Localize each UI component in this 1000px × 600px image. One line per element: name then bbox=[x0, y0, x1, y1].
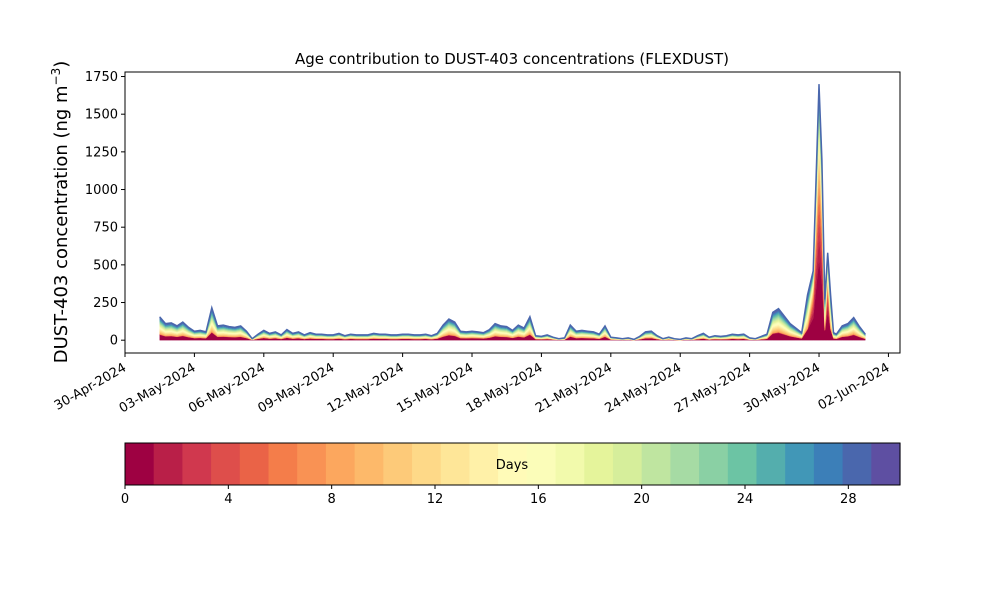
colorbar-tick-label: 24 bbox=[737, 492, 754, 507]
colorbar-tick-label: 20 bbox=[633, 492, 650, 507]
colorbar-cell bbox=[699, 443, 729, 485]
colorbar-cell bbox=[612, 443, 643, 485]
colorbar-cell bbox=[412, 443, 442, 485]
colorbar-cell bbox=[584, 443, 614, 485]
y-tick-label: 1250 bbox=[85, 145, 118, 160]
colorbar-tick-label: 8 bbox=[328, 492, 336, 507]
colorbar-cell bbox=[325, 443, 356, 485]
plot-area bbox=[124, 71, 901, 354]
colorbar-cell bbox=[211, 443, 241, 485]
y-tick-label: 750 bbox=[93, 221, 118, 236]
y-axis-label: DUST-403 concentration (ng m−3) bbox=[49, 61, 72, 364]
y-tick-label: 1500 bbox=[85, 108, 118, 123]
colorbar-cell bbox=[526, 443, 557, 485]
colorbar-cell bbox=[555, 443, 585, 485]
colorbar-tick-label: 4 bbox=[224, 492, 232, 507]
chart-title: Age contribution to DUST-403 concentrati… bbox=[295, 50, 729, 68]
colorbar: Days 0 4 8 12 16 20 24 28 bbox=[121, 442, 901, 507]
x-tick-label: 21-May-2024 bbox=[533, 360, 615, 416]
colorbar-cell bbox=[239, 443, 270, 485]
x-tick-label: 12-May-2024 bbox=[325, 360, 407, 416]
x-tick-label: 02-Jun-2024 bbox=[816, 360, 893, 413]
colorbar-cell bbox=[842, 443, 872, 485]
x-axis: 30-Apr-202403-May-202406-May-202409-May-… bbox=[52, 353, 893, 416]
colorbar-cell bbox=[383, 443, 413, 485]
colorbar-tick-label: 16 bbox=[530, 492, 547, 507]
colorbar-cell bbox=[813, 443, 844, 485]
colorbar-cell bbox=[871, 443, 901, 485]
colorbar-tick-label: 28 bbox=[840, 492, 857, 507]
colorbar-cell bbox=[297, 443, 327, 485]
colorbar-cells bbox=[125, 443, 901, 485]
colorbar-frame bbox=[124, 442, 901, 486]
colorbar-cell bbox=[670, 443, 700, 485]
x-tick-label: 27-May-2024 bbox=[672, 360, 754, 416]
x-tick-label: 30-May-2024 bbox=[741, 360, 823, 416]
age-layers bbox=[159, 84, 866, 341]
x-tick-label: 15-May-2024 bbox=[394, 360, 476, 416]
colorbar-cell bbox=[498, 443, 528, 485]
total-concentration-line bbox=[159, 84, 866, 341]
colorbar-cell bbox=[268, 443, 298, 485]
colorbar-tick-label: 0 bbox=[121, 492, 129, 507]
colorbar-cell bbox=[785, 443, 815, 485]
colorbar-cell bbox=[727, 443, 758, 485]
y-tick-label: 0 bbox=[110, 334, 118, 349]
colorbar-cell bbox=[153, 443, 183, 485]
x-tick-label: 09-May-2024 bbox=[256, 360, 338, 416]
x-tick-label: 03-May-2024 bbox=[117, 360, 199, 416]
colorbar-tick-label: 12 bbox=[427, 492, 444, 507]
y-tick-label: 500 bbox=[93, 258, 118, 273]
colorbar-cell bbox=[756, 443, 786, 485]
plot-frame bbox=[124, 71, 901, 354]
x-tick-label: 24-May-2024 bbox=[603, 360, 685, 416]
x-tick-label: 18-May-2024 bbox=[464, 360, 546, 416]
y-tick-label: 250 bbox=[93, 296, 118, 311]
y-tick-label: 1000 bbox=[85, 183, 118, 198]
colorbar-cell bbox=[641, 443, 671, 485]
colorbar-cell bbox=[440, 443, 471, 485]
colorbar-cell bbox=[354, 443, 384, 485]
colorbar-cell bbox=[182, 443, 212, 485]
colorbar-label: Days bbox=[496, 458, 529, 473]
y-tick-label: 1750 bbox=[85, 70, 118, 85]
x-tick-label: 06-May-2024 bbox=[186, 360, 268, 416]
y-axis: 0 250 500 750 1000 1250 1500 1750 bbox=[85, 70, 125, 349]
colorbar-ticks: 0 4 8 12 16 20 24 28 bbox=[121, 485, 857, 507]
plot-background bbox=[125, 72, 900, 353]
colorbar-cell bbox=[469, 443, 499, 485]
colorbar-cell bbox=[125, 443, 155, 485]
